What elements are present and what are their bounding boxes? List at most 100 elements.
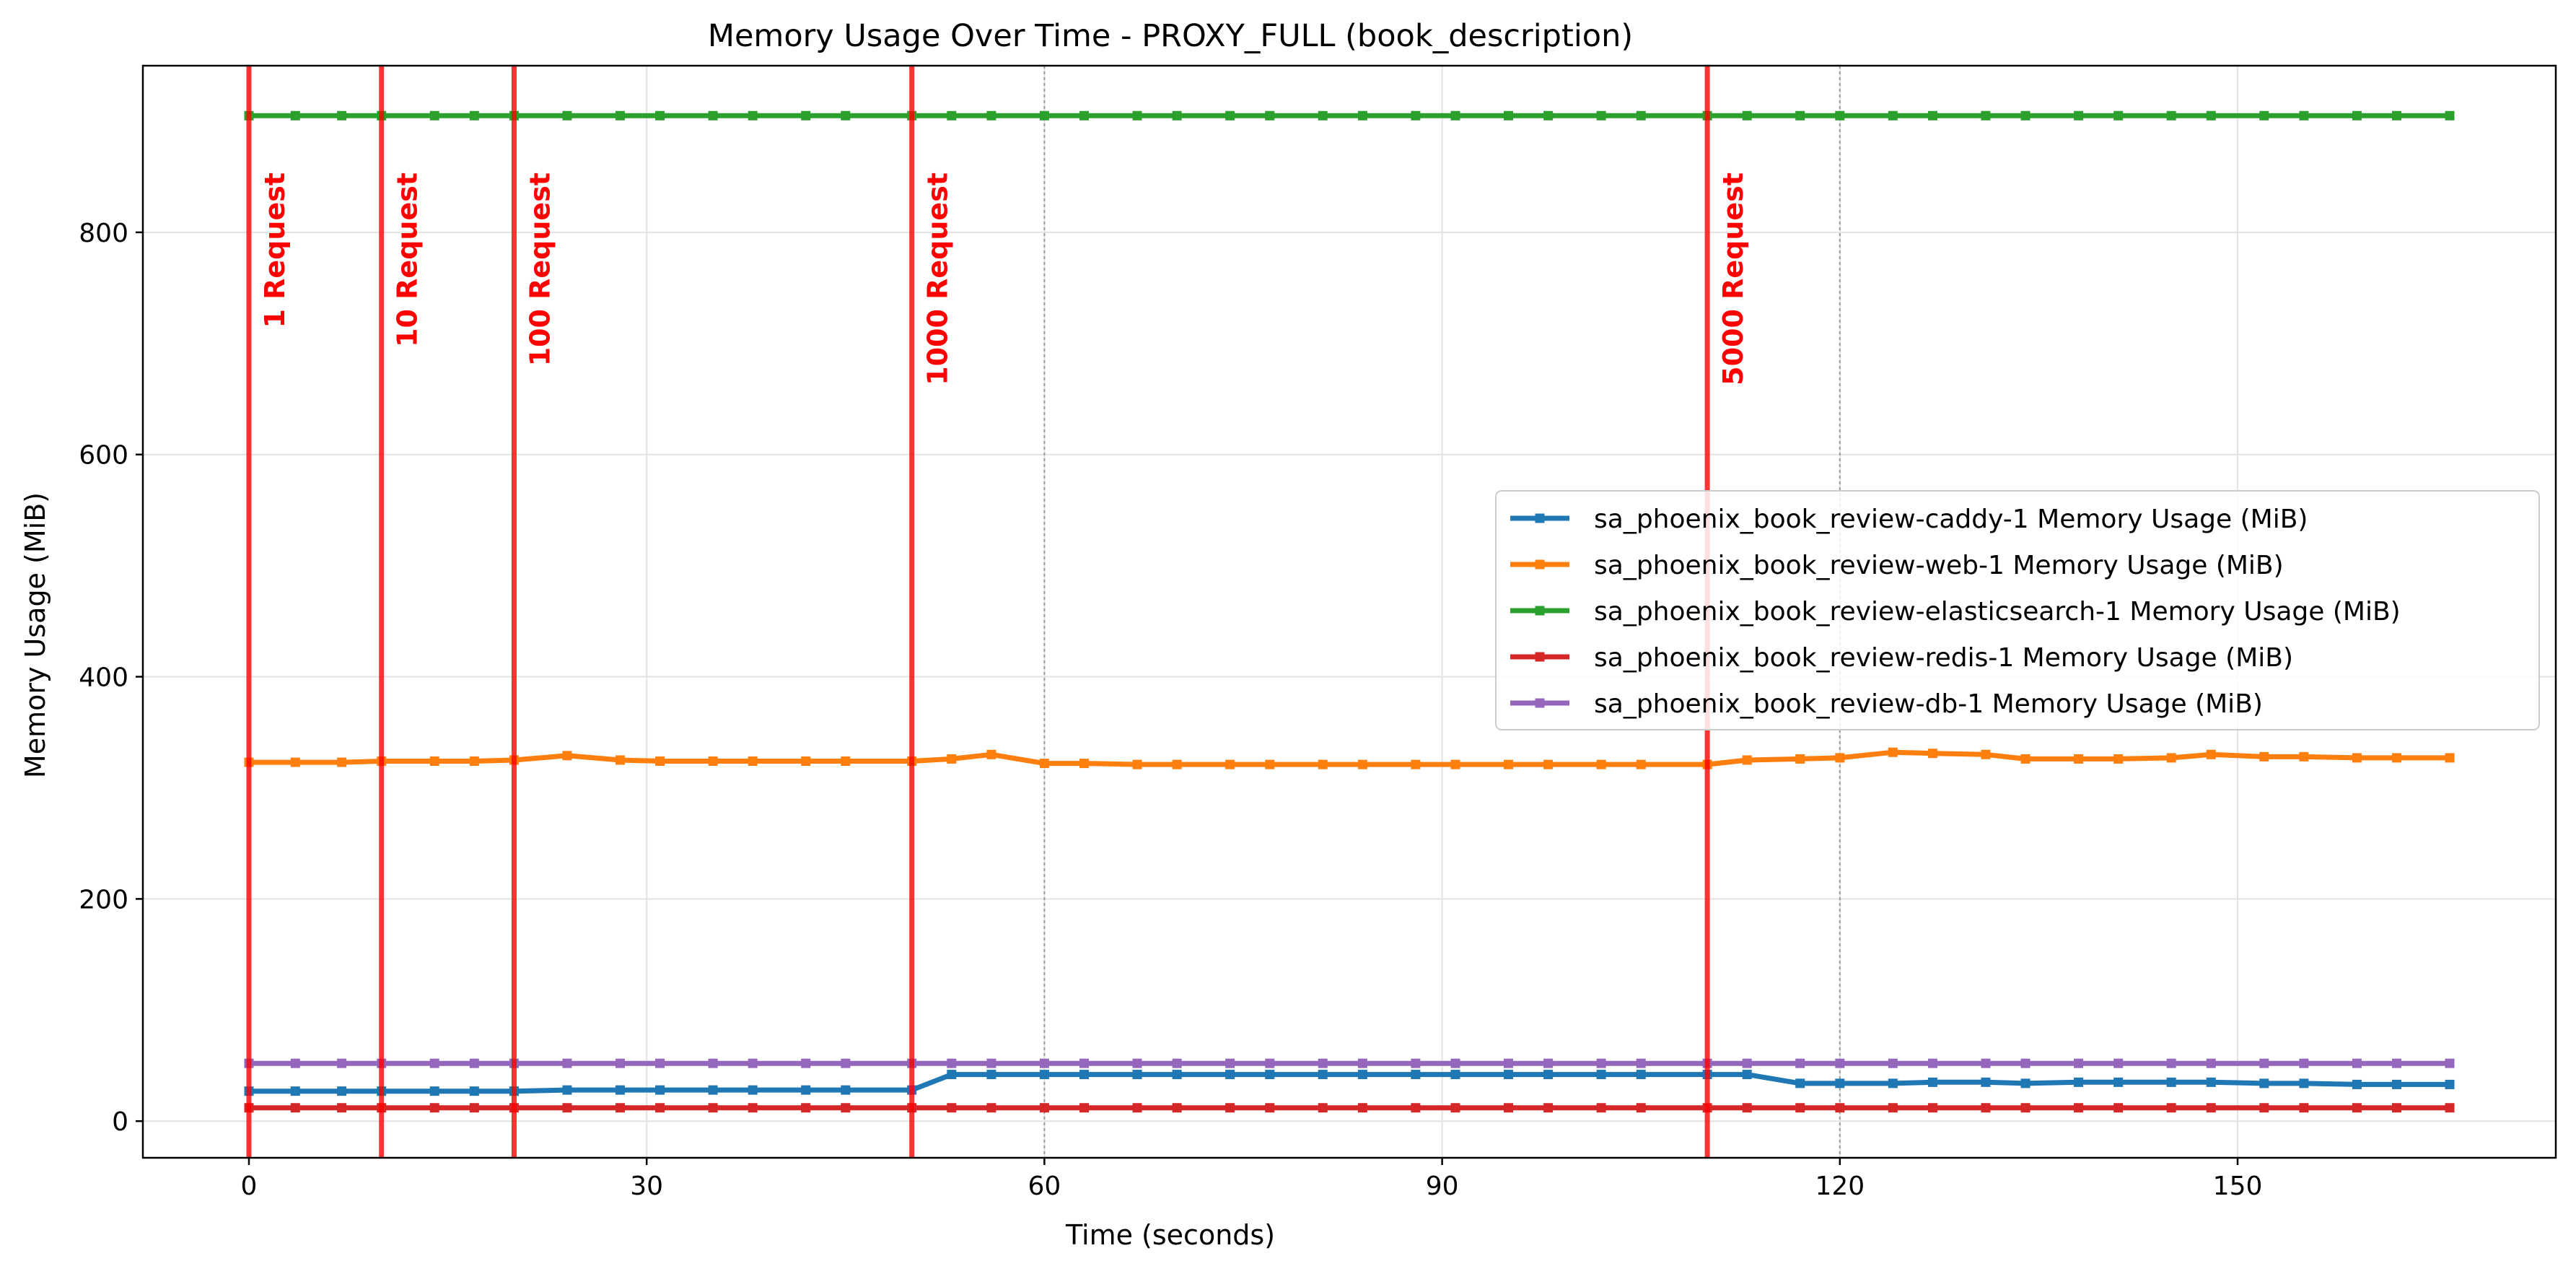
data-point	[1411, 1103, 1421, 1113]
data-point	[1795, 1103, 1805, 1113]
data-point	[469, 1058, 479, 1068]
data-point	[1132, 1058, 1142, 1068]
data-point	[2392, 110, 2402, 121]
data-point	[1039, 1103, 1049, 1113]
data-point	[337, 1103, 347, 1113]
data-point	[1079, 759, 1090, 769]
data-point	[1927, 749, 1937, 759]
data-point	[1411, 1070, 1421, 1080]
data-point	[2113, 754, 2124, 764]
legend-marker	[1535, 606, 1545, 616]
data-point	[2113, 1077, 2124, 1087]
data-point	[1835, 753, 1845, 763]
data-point	[1318, 1070, 1328, 1080]
data-point	[2166, 1077, 2176, 1087]
data-point	[1039, 1058, 1049, 1068]
x-axis-label: Time (seconds)	[1065, 1219, 1275, 1251]
data-point	[2074, 754, 2084, 764]
data-point	[2020, 110, 2030, 121]
data-point	[2206, 1077, 2216, 1087]
data-point	[1318, 1103, 1328, 1113]
data-point	[1596, 1058, 1606, 1068]
data-point	[708, 1085, 718, 1095]
data-point	[1927, 1077, 1937, 1087]
data-point	[1318, 759, 1328, 769]
data-point	[748, 110, 758, 121]
data-point	[801, 1085, 811, 1095]
request-marker-label: 1000 Request	[922, 173, 954, 385]
data-point	[2020, 1078, 2030, 1088]
data-point	[1888, 110, 1898, 121]
data-point	[1503, 1103, 1513, 1113]
data-point	[1636, 1070, 1646, 1080]
data-point	[1411, 1058, 1421, 1068]
data-point	[2074, 110, 2084, 121]
data-point	[1225, 1070, 1235, 1080]
data-point	[841, 1103, 851, 1113]
data-point	[2206, 749, 2216, 759]
legend-marker	[1535, 559, 1545, 570]
data-point	[1636, 1103, 1646, 1113]
data-point	[801, 1058, 811, 1068]
data-point	[748, 1103, 758, 1113]
data-point	[1318, 1058, 1328, 1068]
data-point	[1225, 759, 1235, 769]
data-point	[655, 110, 665, 121]
request-marker-label: 10 Request	[392, 173, 424, 347]
data-point	[429, 1086, 439, 1096]
data-point	[1503, 1070, 1513, 1080]
data-point	[1357, 1058, 1367, 1068]
data-point	[337, 757, 347, 767]
data-point	[1039, 110, 1049, 121]
data-point	[947, 1070, 957, 1080]
data-point	[2299, 1058, 2309, 1068]
data-point	[1225, 1103, 1235, 1113]
data-point	[2074, 1103, 2084, 1113]
data-point	[841, 110, 851, 121]
data-point	[1079, 110, 1090, 121]
data-point	[2392, 1103, 2402, 1113]
axes-frame	[141, 64, 2557, 1159]
data-point	[2352, 110, 2362, 121]
data-point	[1742, 110, 1752, 121]
data-point	[429, 110, 439, 121]
data-point	[290, 1103, 300, 1113]
data-point	[562, 751, 572, 761]
x-tick-label: 120	[1815, 1172, 1865, 1201]
data-point	[748, 756, 758, 767]
request-marker-label: 1 Request	[259, 173, 291, 328]
data-point	[1265, 1103, 1275, 1113]
data-point	[1357, 759, 1367, 769]
legend-label: sa_phoenix_book_review-elasticsearch-1 M…	[1594, 597, 2401, 627]
data-point	[2206, 1058, 2216, 1068]
data-point	[1265, 1070, 1275, 1080]
data-point	[2445, 110, 2455, 121]
data-point	[290, 1086, 300, 1096]
data-point	[1450, 1058, 1460, 1068]
data-point	[1039, 759, 1049, 769]
data-point	[2299, 110, 2309, 121]
data-point	[1795, 110, 1805, 121]
data-point	[1981, 110, 1991, 121]
data-point	[2259, 110, 2269, 121]
data-point	[708, 1058, 718, 1068]
data-point	[337, 1058, 347, 1068]
data-point	[1450, 110, 1460, 121]
data-point	[986, 1103, 996, 1113]
data-point	[1636, 1058, 1646, 1068]
data-point	[1888, 1103, 1898, 1113]
data-point	[2074, 1077, 2084, 1087]
data-point	[1596, 1103, 1606, 1113]
data-point	[947, 1103, 957, 1113]
data-point	[615, 1085, 625, 1095]
data-point	[562, 1058, 572, 1068]
data-point	[2113, 110, 2124, 121]
data-point	[1172, 110, 1182, 121]
y-tick-label: 0	[112, 1107, 128, 1137]
y-axis-label: Memory Usage (MiB)	[19, 492, 51, 778]
data-point	[708, 110, 718, 121]
y-tick-label: 800	[79, 219, 128, 248]
data-point	[1039, 1070, 1049, 1080]
legend-label: sa_phoenix_book_review-caddy-1 Memory Us…	[1594, 505, 2308, 534]
